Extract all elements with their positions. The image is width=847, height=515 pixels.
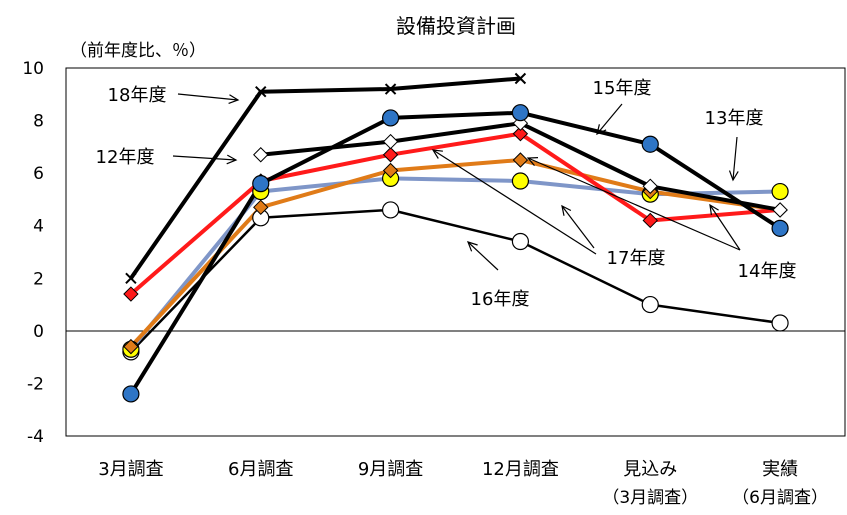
data-point: [512, 152, 529, 168]
data-point: [384, 83, 397, 95]
annotation-arrowhead: [228, 94, 240, 104]
x-tick-label: 見込み: [623, 459, 677, 480]
annotation-arrowhead: [728, 170, 739, 182]
annotation-arrowhead: [431, 149, 443, 159]
data-point: [641, 135, 659, 153]
annotation-arrows: [172, 93, 741, 271]
series-annotation: 18年度: [108, 85, 167, 106]
data-point: [381, 201, 400, 219]
y-tick-label: 2: [33, 269, 44, 289]
series-line: [129, 131, 781, 296]
data-point: [771, 219, 789, 237]
annotation-arrowhead: [596, 124, 607, 136]
x-tick-label: 実績: [762, 459, 798, 480]
annotation-arrowhead: [561, 204, 572, 216]
chart-title: 設備投資計画: [396, 14, 516, 38]
y-tick-label: 4: [33, 217, 44, 237]
x-tick-sublabel: （6月調査）: [732, 488, 828, 508]
annotation-arrow: [172, 155, 237, 161]
y-tick-label: 0: [33, 322, 44, 342]
data-point: [125, 272, 137, 284]
data-point: [772, 202, 788, 218]
data-point: [771, 182, 789, 201]
annotation-arrow: [596, 103, 623, 135]
series-annotation: 12年度: [96, 147, 155, 168]
y-tick-label: -2: [27, 374, 44, 394]
series-line: [129, 176, 781, 351]
data-point: [771, 314, 789, 332]
y-tick-label: 8: [33, 112, 44, 132]
annotation-arrow: [561, 205, 595, 249]
series-line: [129, 76, 521, 280]
annotation-arrow: [527, 157, 741, 251]
annotation-arrowhead: [709, 203, 719, 215]
series-line: [129, 110, 782, 395]
data-point: [511, 232, 530, 251]
series-annotation: 14年度: [738, 261, 797, 282]
annotation-arrow: [709, 204, 741, 251]
data-point: [123, 286, 139, 302]
annotation-arrowhead: [466, 241, 478, 252]
data-point: [255, 85, 267, 98]
x-tick-sublabel: （3月調査）: [602, 488, 698, 508]
x-axis-ticks: 3月調査 6月調査 9月調査 12月調査 見込み （3月調査） 実績 （6月調査）: [98, 459, 828, 508]
data-point: [641, 295, 659, 314]
y-axis-ticks: 10 8 6 4 2 0 -2 -4: [22, 59, 44, 447]
annotation-arrow: [432, 149, 597, 255]
annotation-arrow: [177, 93, 239, 101]
data-point: [381, 109, 400, 127]
data-point: [253, 147, 269, 163]
data-point: [382, 147, 399, 163]
data-point: [253, 199, 269, 216]
series-annotation: 16年度: [471, 289, 530, 310]
x-tick-label: 9月調査: [358, 459, 423, 480]
series-annotation: 15年度: [593, 78, 652, 99]
data-point: [382, 133, 399, 150]
series-markers: [122, 72, 789, 403]
data-point: [514, 72, 527, 85]
x-tick-label: 12月調査: [482, 459, 559, 480]
y-axis-unit-label: （前年度比、％）: [70, 41, 206, 61]
data-point: [382, 162, 399, 179]
y-tick-label: 10: [22, 59, 44, 79]
annotation-arrowhead: [526, 157, 539, 166]
annotations: 18年度 12年度 15年度 13年度 17年度 16年度 14年度: [96, 78, 797, 310]
data-point: [642, 212, 658, 229]
series-lines: [129, 76, 782, 395]
annotation-arrowhead: [226, 154, 238, 165]
data-point: [252, 175, 270, 193]
data-point: [123, 338, 139, 355]
series-annotation: 13年度: [705, 108, 764, 129]
data-point: [122, 385, 140, 403]
series-annotation: 17年度: [607, 248, 666, 269]
annotation-arrow: [467, 241, 499, 271]
data-point: [511, 104, 530, 122]
data-point: [511, 172, 530, 190]
data-point: [512, 126, 529, 142]
data-point: [642, 178, 658, 194]
y-tick-label: 6: [33, 164, 44, 184]
x-tick-label: 3月調査: [98, 459, 163, 480]
x-tick-label: 6月調査: [228, 459, 293, 480]
y-tick-label: -4: [27, 427, 44, 447]
series-line: [129, 158, 781, 348]
annotation-arrow: [732, 136, 738, 181]
plot-area-border: [65, 67, 846, 437]
series-line: [130, 208, 781, 353]
